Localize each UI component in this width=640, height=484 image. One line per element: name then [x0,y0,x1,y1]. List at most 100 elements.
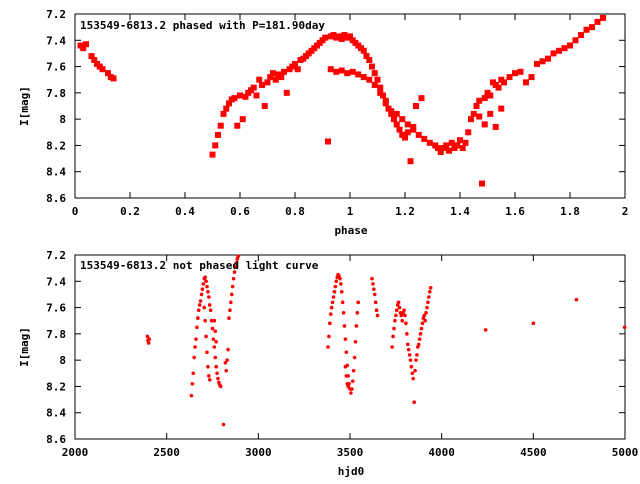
tick-group: 2000 2500 3000 3500 4000 4500 5000 7.2 7.4 7.6 7.8… [46,249,638,459]
y-tick-label: 7.4 [46,275,66,288]
data-point [88,53,95,60]
data-point [404,129,411,136]
data-point [394,313,398,318]
y-tick-label: 8 [59,354,66,367]
y-tick-label: 7.6 [46,302,66,315]
data-point [270,70,276,77]
data-point [347,33,353,40]
data-point [221,422,226,427]
data-point [192,355,196,360]
data-point [517,68,524,75]
y-tick-label: 7.8 [46,87,66,100]
data-point [231,276,236,281]
data-point [354,324,359,328]
data-points [77,14,606,187]
data-point [237,92,243,99]
data-point [338,35,345,42]
data-point [83,41,89,48]
data-point [426,139,433,146]
x-tick-label: 0.4 [175,205,195,218]
data-point [207,378,212,382]
data-point [419,326,424,331]
data-point [506,74,513,81]
data-point [328,321,332,326]
data-point [343,364,348,369]
data-point [229,292,234,297]
data-point [209,151,216,158]
x-tick-label: 3500 [337,446,364,459]
data-point [622,325,627,330]
data-point [213,329,218,334]
data-point [425,305,429,310]
data-point [349,391,353,395]
data-point [523,79,529,86]
data-point [292,60,298,67]
y-tick-label: 8.4 [46,407,66,420]
data-point [418,95,425,102]
data-point [481,121,488,128]
data-point [487,110,494,117]
data-point [397,305,402,310]
data-point [448,139,455,146]
data-point [421,135,428,142]
data-point [145,334,150,339]
x-tick-label: 1.2 [395,205,415,218]
data-point [228,308,232,313]
data-point [468,116,474,123]
data-point [233,265,238,269]
data-point [91,57,98,63]
data-point [206,364,210,369]
data-point [339,290,344,294]
y-tick-label: 7.2 [46,8,66,21]
x-tick-label: 1.8 [560,205,580,218]
data-point [199,292,204,297]
data-point [330,300,335,305]
data-point [267,74,274,81]
data-point [191,371,196,376]
x-tick-label: 1.6 [505,205,525,218]
data-point [470,110,477,117]
data-point [203,275,207,280]
data-point [197,303,202,307]
data-point [399,116,406,123]
data-point [194,337,198,341]
data-point [223,105,230,112]
data-point [377,84,384,91]
data-point [259,81,265,88]
data-point [426,300,430,305]
data-point [417,337,422,341]
data-point [202,305,207,310]
data-point [487,92,494,99]
y-tick-label: 7.8 [46,328,66,341]
data-point [415,353,419,357]
data-point [207,303,212,307]
data-point [394,308,399,313]
data-point [409,364,414,369]
data-point [110,75,117,82]
data-point [329,305,334,310]
data-point [404,121,411,128]
data-point [343,337,348,341]
data-point [204,279,208,284]
data-point [340,300,345,305]
data-point [334,279,339,284]
data-point [567,42,573,49]
data-point [281,68,287,75]
data-point [405,342,410,347]
data-point [220,110,227,117]
data-point [261,103,268,109]
plot-title: 153549-6813.2 not phased light curve [80,259,319,272]
data-point [352,355,357,360]
data-point [201,282,206,286]
data-point [232,270,237,274]
data-point [236,254,240,259]
data-point [413,368,417,373]
data-point [333,68,340,75]
data-point [583,26,590,33]
data-point [413,103,419,109]
data-point [556,47,562,54]
data-point [407,353,412,357]
data-point [203,318,207,323]
data-point [454,142,461,149]
data-point [372,292,377,297]
